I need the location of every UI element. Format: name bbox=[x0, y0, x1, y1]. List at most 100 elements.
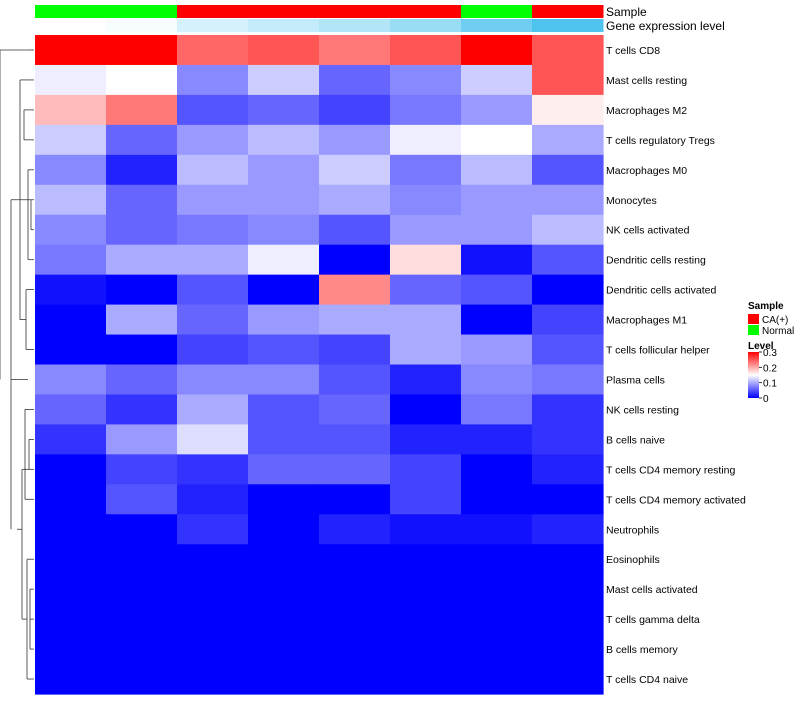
heatmap-cell bbox=[319, 35, 391, 66]
heatmap-cell bbox=[106, 334, 178, 366]
heatmap-cell bbox=[390, 604, 462, 635]
heatmap-cell bbox=[106, 154, 178, 186]
heatmap-cell bbox=[319, 334, 391, 366]
heatmap-cell bbox=[390, 574, 462, 605]
heatmap-cell bbox=[248, 544, 320, 575]
row-label: Dendritic cells activated bbox=[606, 285, 716, 297]
sample-legend-title: Sample bbox=[748, 301, 784, 312]
heatmap-cell bbox=[532, 35, 604, 66]
heatmap-cell bbox=[532, 274, 604, 306]
heatmap-cell bbox=[35, 64, 107, 96]
heatmap-cell bbox=[319, 154, 391, 186]
heatmap-cell bbox=[248, 304, 320, 336]
heatmap-cell bbox=[390, 394, 462, 426]
heatmap-cell bbox=[319, 394, 391, 426]
heatmap-cell bbox=[461, 574, 533, 605]
row-label: Monocytes bbox=[606, 195, 657, 207]
heatmap-cell bbox=[390, 454, 462, 485]
heatmap-cell bbox=[319, 64, 391, 96]
heatmap-cell bbox=[461, 94, 533, 126]
heatmap-cell bbox=[248, 634, 320, 665]
heatmap-cell bbox=[390, 94, 462, 126]
heatmap-cells bbox=[35, 35, 604, 695]
sample-legend-label: CA(+) bbox=[762, 315, 788, 326]
expression-annotation-cell bbox=[461, 19, 533, 32]
heatmap-cell bbox=[106, 64, 178, 96]
heatmap-cell bbox=[177, 124, 249, 156]
heatmap-cell bbox=[248, 214, 320, 246]
heatmap-cell bbox=[248, 35, 320, 66]
expression-annotation-cell bbox=[319, 19, 391, 32]
heatmap-cell bbox=[319, 304, 391, 336]
heatmap-cell bbox=[106, 214, 178, 246]
heatmap-cell bbox=[532, 634, 604, 665]
heatmap-cell bbox=[106, 484, 178, 515]
heatmap-cell bbox=[319, 124, 391, 156]
row-label: Dendritic cells resting bbox=[606, 255, 706, 267]
level-legend-title: Level bbox=[748, 341, 774, 352]
heatmap-cell bbox=[461, 274, 533, 306]
heatmap-cell bbox=[248, 514, 320, 545]
heatmap-cell bbox=[248, 154, 320, 186]
heatmap-cell bbox=[461, 544, 533, 575]
heatmap-cell bbox=[177, 634, 249, 665]
heatmap-cell bbox=[248, 184, 320, 216]
heatmap-cell bbox=[177, 334, 249, 366]
heatmap-cell bbox=[177, 664, 249, 695]
expression-annotation-cell bbox=[532, 19, 604, 32]
heatmap-cell bbox=[532, 604, 604, 635]
heatmap-cell bbox=[106, 94, 178, 126]
heatmap-cell bbox=[106, 454, 178, 485]
heatmap-cell bbox=[390, 64, 462, 96]
heatmap-cell bbox=[35, 394, 107, 426]
heatmap-cell bbox=[319, 214, 391, 246]
heatmap-cell bbox=[106, 664, 178, 695]
heatmap-cell bbox=[177, 35, 249, 66]
heatmap-cell bbox=[390, 184, 462, 216]
heatmap-cell bbox=[319, 424, 391, 455]
heatmap-cell bbox=[390, 424, 462, 455]
heatmap-cell bbox=[461, 64, 533, 96]
row-label: NK cells resting bbox=[606, 404, 679, 416]
annotation-label: Sample bbox=[606, 5, 647, 19]
heatmap-cell bbox=[106, 634, 178, 665]
heatmap-cell bbox=[319, 484, 391, 515]
heatmap-cell bbox=[35, 454, 107, 485]
heatmap-cell bbox=[390, 664, 462, 695]
heatmap-cell bbox=[35, 304, 107, 336]
heatmap-cell bbox=[390, 124, 462, 156]
heatmap-cell bbox=[35, 634, 107, 665]
sample-annotation-cell bbox=[532, 5, 604, 18]
heatmap-cell bbox=[461, 634, 533, 665]
sample-legend-label: Normal bbox=[762, 326, 794, 337]
row-label: T cells follicular helper bbox=[606, 345, 710, 357]
heatmap-cell bbox=[319, 604, 391, 635]
heatmap-cell bbox=[248, 664, 320, 695]
heatmap-cell bbox=[177, 154, 249, 186]
heatmap-cell bbox=[532, 544, 604, 575]
heatmap-cell bbox=[177, 574, 249, 605]
heatmap-cell bbox=[35, 424, 107, 455]
heatmap-cell bbox=[106, 184, 178, 216]
heatmap-cell bbox=[390, 214, 462, 246]
heatmap-cell bbox=[532, 334, 604, 366]
heatmap-cell bbox=[319, 274, 391, 306]
heatmap-cell bbox=[35, 184, 107, 216]
row-label: Mast cells resting bbox=[606, 75, 687, 87]
heatmap-cell bbox=[461, 364, 533, 396]
heatmap-cell bbox=[35, 364, 107, 396]
level-tick-label: 0.3 bbox=[763, 348, 777, 359]
heatmap-cell bbox=[35, 124, 107, 156]
row-label: Macrophages M1 bbox=[606, 315, 687, 327]
heatmap-cell bbox=[177, 454, 249, 485]
row-label: Eosinophils bbox=[606, 554, 660, 566]
heatmap-cell bbox=[177, 64, 249, 96]
row-label: T cells CD4 memory activated bbox=[606, 494, 746, 506]
heatmap-cell bbox=[461, 184, 533, 216]
heatmap-cell bbox=[532, 484, 604, 515]
row-label: Plasma cells bbox=[606, 374, 665, 386]
heatmap-cell bbox=[177, 274, 249, 306]
